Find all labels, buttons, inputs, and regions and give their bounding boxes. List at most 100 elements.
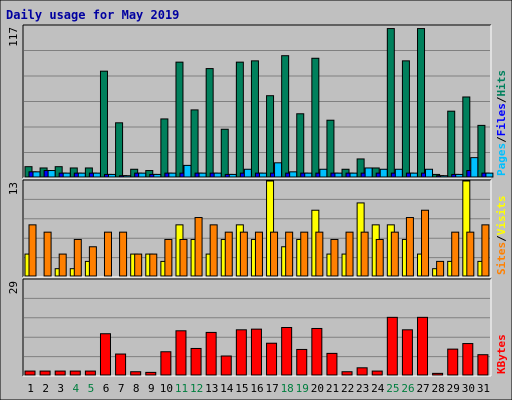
bar-pages-day-27 <box>425 168 434 178</box>
bar-sites-day-19 <box>300 231 309 277</box>
bar-kbytes-day-25 <box>386 316 398 376</box>
panel-legend: KBytes <box>495 334 508 374</box>
bar-pages-day-23 <box>364 167 373 178</box>
x-tick-label-11: 11 <box>175 382 188 395</box>
x-tick-label-13: 13 <box>205 382 218 395</box>
bar-pages-day-29 <box>455 173 464 178</box>
legend-entry: Hits <box>495 70 508 97</box>
x-tick-label-6: 6 <box>103 382 110 395</box>
panel-visits_sites: 13 Sites/Visits <box>7 179 508 278</box>
bar-pages-day-31 <box>485 172 494 178</box>
x-tick-label-5: 5 <box>88 382 95 395</box>
bar-hits-day-14 <box>220 128 229 178</box>
bar-pages-day-30 <box>470 157 479 178</box>
bar-sites-day-13 <box>209 224 218 277</box>
bar-pages-day-13 <box>213 172 222 178</box>
bar-sites-day-16 <box>254 231 263 277</box>
bar-sites-day-12 <box>194 217 203 277</box>
bar-hits-day-20 <box>311 57 320 178</box>
bar-kbytes-day-29 <box>447 348 459 376</box>
x-tick-label-16: 16 <box>250 382 263 395</box>
x-tick-label-25: 25 <box>386 382 399 395</box>
bar-kbytes-day-10 <box>160 351 172 376</box>
bar-sites-day-4 <box>73 238 82 277</box>
x-tick-label-31: 31 <box>477 382 490 395</box>
bar-sites-day-2 <box>43 231 52 277</box>
bar-kbytes-day-17 <box>266 342 278 376</box>
bar-pages-day-12 <box>198 172 207 178</box>
bar-hits-day-10 <box>160 118 169 178</box>
bar-sites-day-7 <box>119 231 128 277</box>
bar-kbytes-day-15 <box>235 329 247 376</box>
bar-sites-day-10 <box>164 238 173 277</box>
bar-sites-day-3 <box>58 253 67 277</box>
bar-sites-day-22 <box>345 231 354 277</box>
bar-kbytes-day-24 <box>371 370 383 376</box>
x-tick-label-30: 30 <box>462 382 475 395</box>
bar-kbytes-day-28 <box>432 372 444 376</box>
bar-hits-day-18 <box>281 55 290 178</box>
bar-hits-day-7 <box>115 122 124 178</box>
bar-kbytes-day-19 <box>296 348 308 376</box>
bar-kbytes-day-20 <box>311 327 323 376</box>
legend-entry: Files <box>495 103 508 136</box>
x-tick-label-23: 23 <box>356 382 369 395</box>
bar-pages-day-4 <box>77 172 86 178</box>
x-tick-label-24: 24 <box>371 382 385 395</box>
x-tick-label-20: 20 <box>311 382 324 395</box>
bar-hits-day-21 <box>326 119 335 178</box>
bar-sites-day-6 <box>103 231 112 277</box>
x-tick-label-22: 22 <box>341 382 354 395</box>
bar-kbytes-day-11 <box>175 330 187 376</box>
x-tick-label-7: 7 <box>118 382 125 395</box>
x-tick-label-3: 3 <box>57 382 64 395</box>
bar-sites-day-27 <box>421 209 430 277</box>
bar-sites-day-1 <box>28 224 37 277</box>
bar-pages-day-21 <box>334 172 343 178</box>
bar-sites-day-28 <box>436 260 445 277</box>
bar-sites-day-8 <box>134 253 143 277</box>
bar-sites-day-23 <box>360 231 369 277</box>
bar-kbytes-day-26 <box>401 329 413 376</box>
bar-sites-day-20 <box>315 231 324 277</box>
bar-kbytes-day-22 <box>341 371 353 376</box>
x-tick-label-19: 19 <box>296 382 309 395</box>
x-tick-label-29: 29 <box>447 382 460 395</box>
bar-hits-day-19 <box>296 113 305 178</box>
x-axis-labels: 1 2 3 4 5 6 7 8 9 10 11 12 13 14 15 16 17 18 19 20 21 22 23 24 2… <box>27 382 490 395</box>
bar-pages-day-8 <box>138 172 147 178</box>
legend-entry: / <box>495 96 508 103</box>
x-tick-label-4: 4 <box>73 382 80 395</box>
bar-hits-day-12 <box>190 109 199 178</box>
bar-hits-day-27 <box>417 28 426 178</box>
x-tick-label-8: 8 <box>133 382 140 395</box>
x-tick-label-10: 10 <box>160 382 173 395</box>
x-tick-label-18: 18 <box>281 382 294 395</box>
chart-panels: 117Pages/Files/Hits13Sites/Visits29KByte… <box>7 24 508 377</box>
legend-entry: Pages <box>495 143 508 176</box>
bar-sites-day-24 <box>375 238 384 277</box>
legend-entry: KBytes <box>495 334 508 374</box>
bar-hits-day-11 <box>175 61 184 178</box>
bar-kbytes-day-5 <box>84 370 96 376</box>
panel-kbytes: 29 KBytes <box>7 278 508 377</box>
bar-kbytes-day-12 <box>190 347 202 376</box>
x-tick-label-27: 27 <box>416 382 429 395</box>
bar-pages-day-1 <box>32 171 41 178</box>
bar-pages-day-7 <box>123 175 132 178</box>
bar-sites-day-17 <box>270 231 279 277</box>
bar-kbytes-day-13 <box>205 331 217 376</box>
bar-kbytes-day-21 <box>326 352 338 376</box>
bar-pages-day-17 <box>274 162 283 178</box>
bar-hits-day-17 <box>266 95 275 178</box>
bar-hits-day-26 <box>401 60 410 178</box>
bar-kbytes-day-27 <box>417 316 429 376</box>
bar-sites-day-15 <box>239 231 248 277</box>
bar-sites-day-26 <box>405 217 414 277</box>
bar-kbytes-day-1 <box>24 370 36 376</box>
bar-sites-day-9 <box>149 253 158 277</box>
bar-sites-day-25 <box>390 231 399 277</box>
x-tick-label-2: 2 <box>42 382 49 395</box>
bar-hits-day-31 <box>477 124 486 178</box>
